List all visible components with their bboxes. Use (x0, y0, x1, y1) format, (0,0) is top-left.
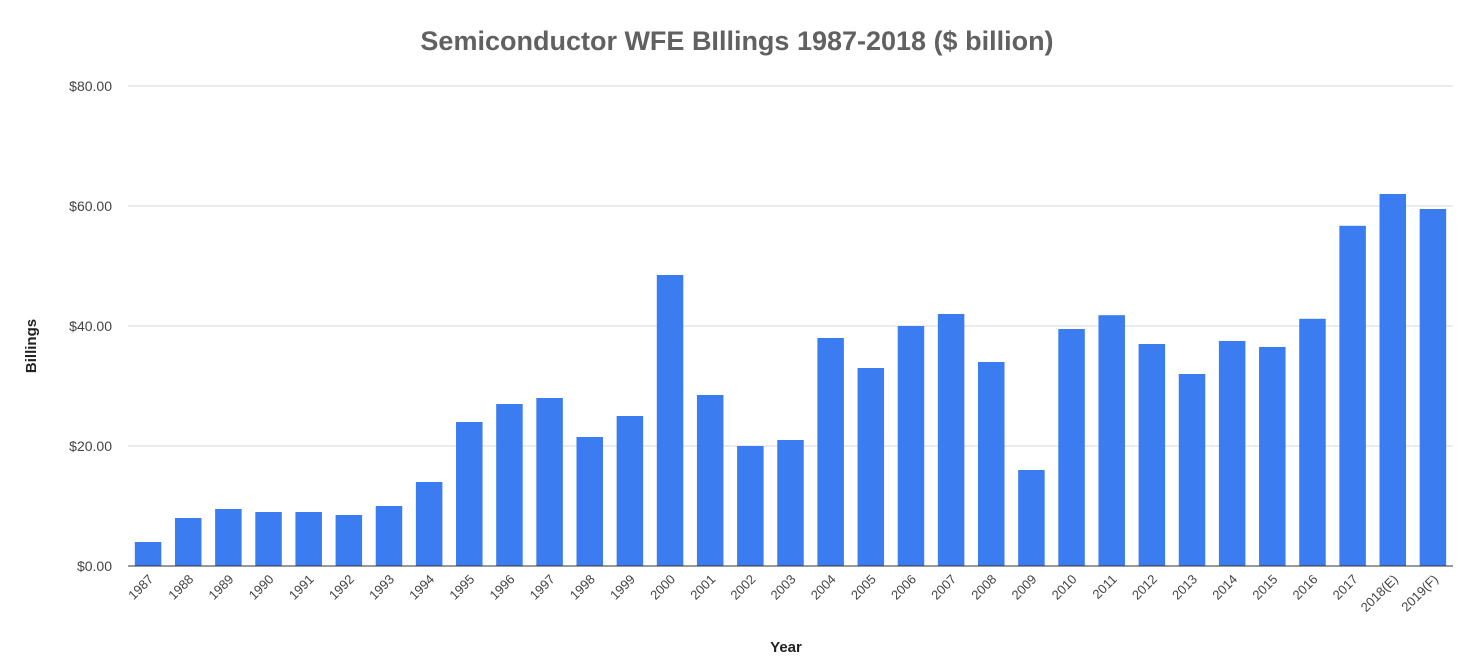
x-tick-label: 2014 (1209, 572, 1240, 603)
bar-1998 (576, 437, 603, 566)
y-tick-label: $60.00 (69, 198, 112, 214)
y-axis-title: Billings (23, 319, 40, 373)
x-tick-label: 1988 (165, 572, 196, 603)
chart-title: Semiconductor WFE BIllings 1987-2018 ($ … (420, 26, 1053, 56)
bar-1988 (174, 518, 202, 566)
bar-2000 (656, 275, 684, 566)
x-tick-label: 2012 (1129, 572, 1160, 603)
bar-1999 (616, 416, 644, 566)
x-tick-label: 1989 (205, 572, 236, 603)
bar-2016 (1299, 318, 1326, 566)
bar-2003 (777, 440, 804, 566)
x-tick-label: 2003 (768, 572, 799, 603)
x-tick-label: 2005 (848, 572, 879, 603)
bar-1991 (295, 512, 322, 566)
bar-2013 (1178, 374, 1206, 566)
x-tick-label: 2002 (727, 572, 758, 603)
x-tick-label: 2017 (1330, 572, 1361, 603)
x-tick-label: 2007 (928, 572, 959, 603)
bar-2015 (1259, 347, 1286, 566)
bar-1990 (255, 512, 282, 566)
bar-2007 (937, 314, 965, 566)
x-tick-label: 2006 (888, 572, 919, 603)
x-tick-label: 2018(E) (1358, 572, 1401, 615)
x-tick-label: 1993 (366, 572, 397, 603)
bar-2006 (897, 326, 925, 566)
x-tick-label: 2008 (968, 572, 999, 603)
x-tick-label: 1994 (406, 572, 437, 603)
x-tick-label: 1999 (607, 572, 638, 603)
y-tick-label: $0.00 (77, 558, 112, 574)
x-tick-label: 1998 (567, 572, 598, 603)
y-tick-label: $20.00 (69, 438, 112, 454)
x-tick-label: 1990 (246, 572, 277, 603)
bar-1997 (536, 398, 563, 566)
bar-2012 (1138, 344, 1166, 566)
y-tick-label: $80.00 (69, 78, 112, 94)
x-tick-label: 1987 (125, 572, 156, 603)
bar-1996 (496, 404, 523, 566)
x-tick-label: 2009 (1008, 572, 1039, 603)
bar-2004 (817, 338, 844, 566)
bar-1993 (375, 506, 403, 566)
bar-1995 (456, 422, 483, 566)
y-axis-ticks: $0.00 $20.00 $40.00 $60.00 $80.00 (69, 78, 112, 574)
bar-1989 (215, 509, 242, 566)
x-tick-label: 1996 (487, 572, 518, 603)
bar-2001 (696, 395, 724, 566)
x-tick-label: 1995 (446, 572, 477, 603)
x-axis-ticks: 1987 1988 1989 1990 1991 1992 1993 1994 1995 1996… (125, 572, 1441, 615)
x-axis-title: Year (770, 639, 802, 656)
x-tick-label: 1997 (527, 572, 558, 603)
x-tick-label: 2001 (687, 572, 718, 603)
x-tick-label: 1991 (286, 572, 317, 603)
bars (134, 194, 1447, 567)
x-tick-label: 2010 (1049, 572, 1080, 603)
y-tick-label: $40.00 (69, 318, 112, 334)
bar-1992 (335, 515, 363, 566)
bar-1987 (134, 542, 162, 566)
bar-2010 (1058, 329, 1085, 566)
x-tick-label: 2013 (1169, 572, 1200, 603)
bar-2018(E) (1379, 194, 1407, 566)
x-tick-label: 2015 (1249, 572, 1280, 603)
bar-2019(F) (1419, 209, 1447, 566)
bar-2011 (1098, 315, 1125, 566)
bar-2002 (737, 446, 764, 566)
bar-2005 (857, 368, 885, 566)
gridlines (128, 85, 1453, 447)
bar-2008 (978, 362, 1005, 566)
bar-1994 (415, 482, 443, 566)
x-tick-label: 2000 (647, 572, 678, 603)
x-tick-label: 2004 (808, 572, 839, 603)
bar-2017 (1339, 225, 1366, 567)
x-tick-label: 1992 (326, 572, 357, 603)
x-tick-label: 2011 (1089, 572, 1119, 602)
bar-2009 (1018, 470, 1045, 566)
x-tick-label: 2016 (1290, 572, 1321, 603)
x-tick-label: 2019(F) (1398, 572, 1441, 615)
bar-2014 (1218, 341, 1246, 566)
